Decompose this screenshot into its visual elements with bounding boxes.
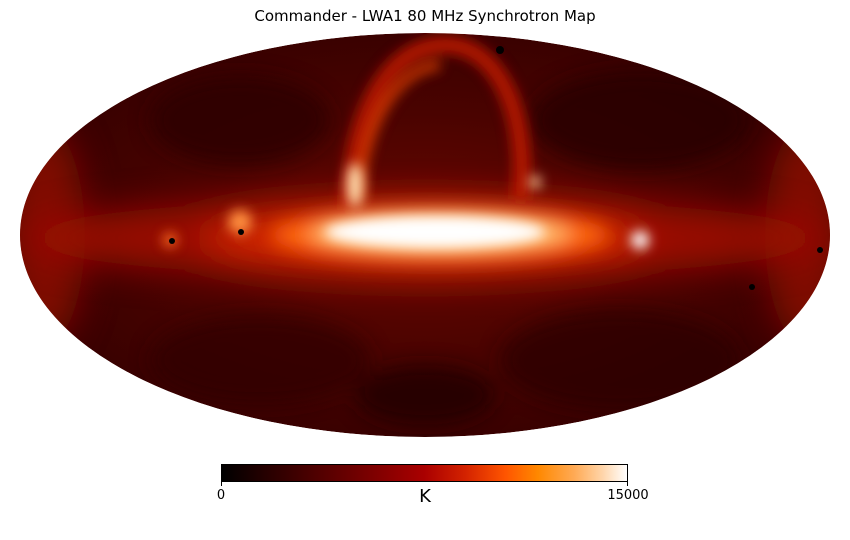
sky-map-body (20, 33, 830, 437)
dark-regions (150, 70, 750, 425)
galactic-center-core (325, 163, 545, 248)
colorbar-max-label: 15000 (607, 488, 649, 503)
figure-title: Commander - LWA1 80 MHz Synchrotron Map (254, 7, 596, 25)
colorbar-min-label: 0 (216, 488, 226, 503)
colorbar-unit-label: K (419, 486, 431, 507)
colorbar-tick-max (627, 482, 628, 486)
colorbar-tick-min (221, 482, 222, 486)
colorbar (221, 464, 628, 482)
dark-spots (169, 46, 823, 290)
